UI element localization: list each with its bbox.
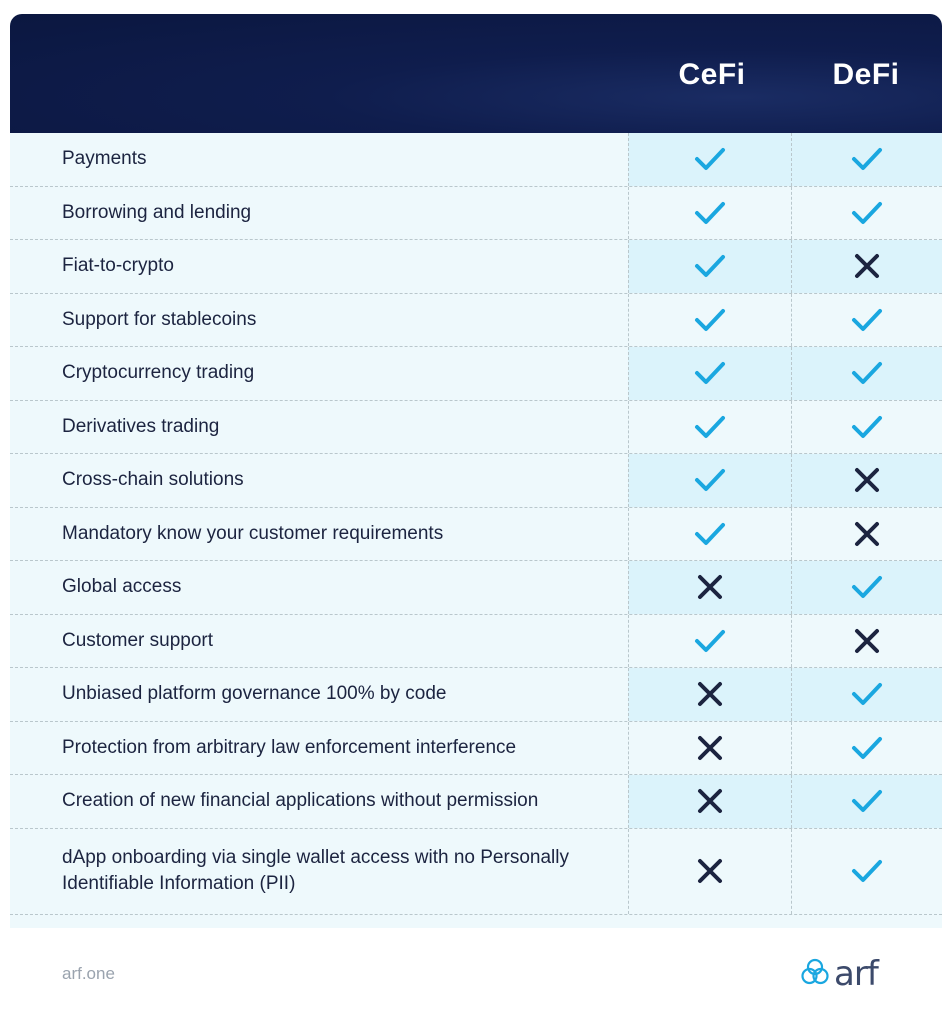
check-icon <box>851 146 883 172</box>
cefi-cell <box>628 293 791 346</box>
table-row: Mandatory know your customer requirement… <box>10 507 942 561</box>
table-row: Cryptocurrency trading <box>10 347 942 401</box>
check-icon <box>851 858 883 884</box>
check-icon <box>851 414 883 440</box>
column-title-defi: DeFi <box>832 58 900 91</box>
cross-icon <box>697 788 723 814</box>
feature-label: dApp onboarding via single wallet access… <box>62 847 569 894</box>
table-row: Cross-chain solutions <box>10 454 942 508</box>
cross-icon <box>854 521 880 547</box>
column-title-cefi: CeFi <box>678 58 746 91</box>
feature-label: Support for stablecoins <box>62 308 257 330</box>
cefi-cell <box>628 240 791 293</box>
check-icon <box>694 200 726 226</box>
cefi-cell <box>628 507 791 560</box>
cefi-cell <box>628 775 791 828</box>
feature-label: Protection from arbitrary law enforcemen… <box>62 736 517 758</box>
table-row: dApp onboarding via single wallet access… <box>10 828 942 915</box>
table-row: Derivatives trading <box>10 400 942 454</box>
cefi-cell <box>628 668 791 721</box>
cross-icon <box>697 735 723 761</box>
cefi-cell <box>628 614 791 667</box>
cross-icon <box>697 681 723 707</box>
feature-label: Unbiased platform governance 100% by cod… <box>62 683 447 705</box>
check-icon <box>694 467 726 493</box>
footer-url: arf.one <box>62 964 115 983</box>
defi-cell <box>791 614 942 667</box>
logo-wordmark: arf <box>834 954 879 994</box>
check-icon <box>694 253 726 279</box>
table-row: Unbiased platform governance 100% by cod… <box>10 668 942 722</box>
check-icon <box>851 360 883 386</box>
defi-cell <box>791 561 942 614</box>
comparison-table: CeFi DeFi Payments Borrowing and lending F… <box>10 14 942 928</box>
table-row: Fiat-to-crypto <box>10 240 942 294</box>
defi-cell <box>791 668 942 721</box>
feature-label: Payments <box>62 148 147 170</box>
cefi-cell <box>628 133 791 186</box>
check-icon <box>694 307 726 333</box>
check-icon <box>694 146 726 172</box>
defi-cell <box>791 775 942 828</box>
table-row: Global access <box>10 561 942 615</box>
defi-cell <box>791 293 942 346</box>
table-row: Customer support <box>10 614 942 668</box>
check-icon <box>851 788 883 814</box>
defi-cell <box>791 507 942 560</box>
table-body: Payments Borrowing and lending Fiat-to-cry… <box>10 133 942 915</box>
defi-cell <box>791 400 942 453</box>
table-row: Creation of new financial applications w… <box>10 775 942 829</box>
feature-label: Mandatory know your customer requirement… <box>62 522 444 544</box>
feature-label: Borrowing and lending <box>62 201 252 223</box>
defi-cell <box>791 454 942 507</box>
feature-label: Global access <box>62 576 182 598</box>
table-row: Support for stablecoins <box>10 293 942 347</box>
feature-label: Cryptocurrency trading <box>62 362 255 384</box>
cefi-cell <box>628 186 791 239</box>
check-icon <box>694 414 726 440</box>
feature-label: Creation of new financial applications w… <box>62 790 539 812</box>
cefi-cell <box>628 721 791 774</box>
defi-cell <box>791 133 942 186</box>
cross-icon <box>854 628 880 654</box>
cefi-cell <box>628 828 791 914</box>
table-row: Protection from arbitrary law enforcemen… <box>10 721 942 775</box>
brand-logo: arf <box>800 954 879 994</box>
cross-icon <box>854 467 880 493</box>
check-icon <box>694 628 726 654</box>
feature-label: Derivatives trading <box>62 415 220 437</box>
table-row: Borrowing and lending <box>10 186 942 240</box>
cefi-cell <box>628 561 791 614</box>
cross-icon <box>854 253 880 279</box>
feature-label: Fiat-to-crypto <box>62 255 174 277</box>
check-icon <box>851 200 883 226</box>
defi-cell <box>791 828 942 914</box>
defi-cell <box>791 240 942 293</box>
cross-icon <box>697 858 723 884</box>
feature-label: Cross-chain solutions <box>62 469 244 491</box>
cefi-cell <box>628 400 791 453</box>
check-icon <box>851 735 883 761</box>
check-icon <box>851 307 883 333</box>
check-icon <box>851 681 883 707</box>
cross-icon <box>697 574 723 600</box>
check-icon <box>694 521 726 547</box>
defi-cell <box>791 347 942 400</box>
arf-logo-icon <box>800 957 830 992</box>
check-icon <box>851 574 883 600</box>
check-icon <box>694 360 726 386</box>
cefi-cell <box>628 347 791 400</box>
defi-cell <box>791 721 942 774</box>
table-row: Payments <box>10 133 942 187</box>
table-header: CeFi DeFi <box>10 14 942 133</box>
defi-cell <box>791 186 942 239</box>
feature-label: Customer support <box>62 629 214 651</box>
cefi-cell <box>628 454 791 507</box>
